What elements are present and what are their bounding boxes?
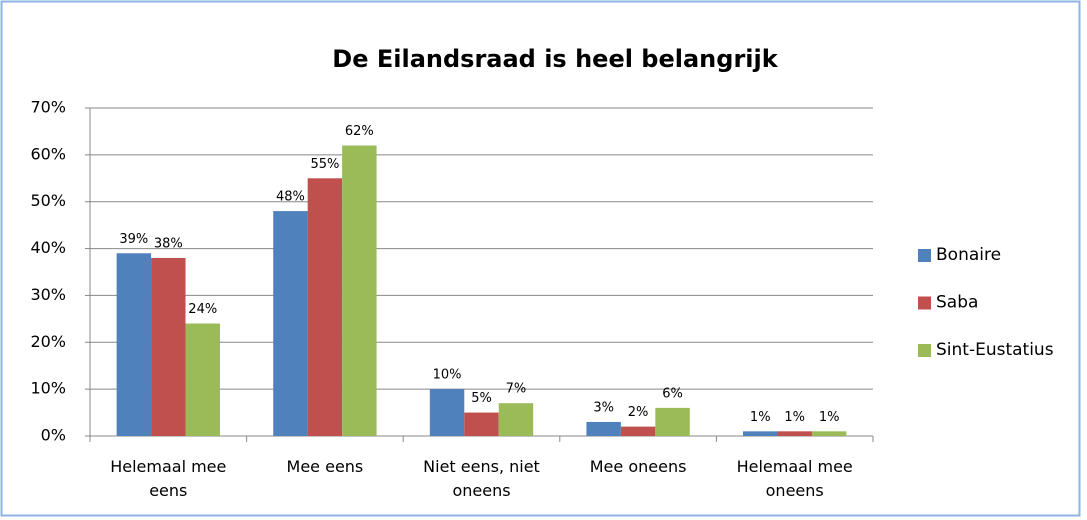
data-label: 5%	[471, 391, 492, 406]
bar	[151, 257, 186, 436]
legend-swatch	[918, 296, 931, 310]
bar	[655, 407, 690, 436]
data-label: 24%	[188, 302, 217, 317]
y-tick-label: 50%	[30, 191, 66, 210]
data-label: 39%	[119, 232, 148, 247]
data-label: 38%	[154, 236, 183, 251]
bar	[743, 431, 778, 436]
data-label: 62%	[345, 124, 374, 139]
legend-swatch	[918, 249, 931, 262]
data-label: 1%	[819, 410, 840, 425]
legend-swatch	[918, 344, 931, 357]
x-tick-label: Helemaal mee oneens	[736, 457, 853, 500]
x-tick-label: Helemaal mee eens	[110, 457, 227, 500]
bar	[342, 145, 377, 436]
y-tick-label: 30%	[30, 285, 66, 304]
bar	[429, 389, 465, 436]
bar	[777, 431, 812, 436]
y-tick-label: 10%	[30, 379, 66, 398]
y-tick-label: 20%	[30, 332, 66, 351]
data-label: 48%	[276, 190, 305, 205]
data-label: 55%	[310, 157, 339, 172]
x-tick-label: Mee oneens	[589, 457, 687, 476]
bar	[586, 421, 621, 436]
y-tick-label: 60%	[30, 144, 66, 163]
bar	[811, 431, 847, 436]
legend-label: Bonaire	[936, 245, 1001, 265]
chart-title: De Eilandsraad is heel belangrijk	[332, 45, 778, 73]
data-label: 3%	[593, 400, 614, 415]
data-label: 10%	[433, 368, 462, 383]
bar	[116, 253, 152, 436]
bar	[620, 426, 656, 436]
data-label: 6%	[662, 386, 683, 401]
bar	[464, 412, 499, 436]
y-tick-label: 40%	[30, 238, 66, 257]
y-tick-label: 70%	[30, 98, 66, 117]
bar	[185, 323, 220, 436]
bar	[273, 211, 308, 436]
data-label: 1%	[750, 410, 771, 425]
data-label: 2%	[628, 405, 649, 420]
data-label: 1%	[784, 410, 805, 425]
x-tick-label: Mee eens	[286, 457, 364, 476]
legend-label: Sint-Eustatius	[936, 340, 1054, 360]
bar	[498, 403, 534, 436]
legend-label: Saba	[936, 293, 978, 313]
bar	[307, 178, 343, 437]
y-tick-label: 0%	[41, 426, 66, 445]
x-tick-label: Niet eens, niet oneens	[423, 457, 540, 500]
data-label: 7%	[506, 382, 527, 397]
